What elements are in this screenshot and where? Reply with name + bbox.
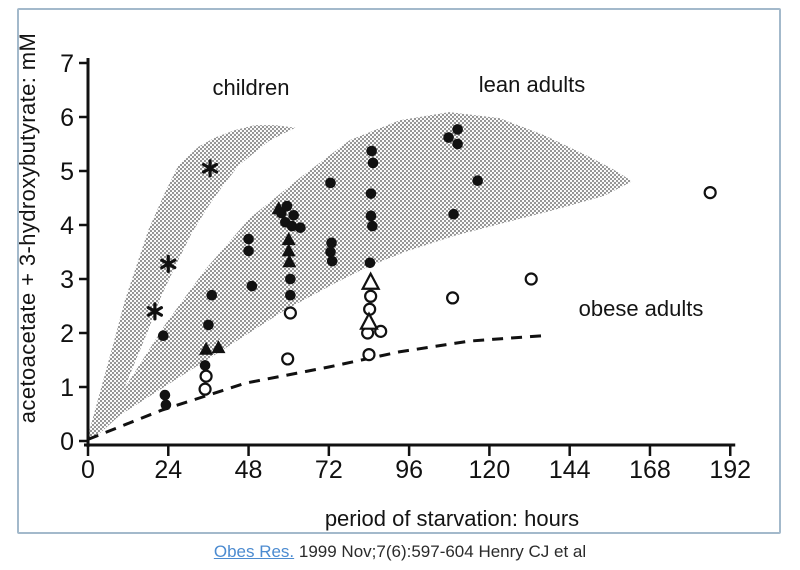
region-label-lean-adults: lean adults bbox=[478, 72, 586, 97]
y-tick-label: 1 bbox=[60, 374, 74, 402]
asterisk-marker bbox=[201, 159, 219, 178]
filled-circle-marker bbox=[452, 124, 463, 135]
filled-circle-marker bbox=[159, 389, 171, 401]
open-circle-marker bbox=[281, 352, 295, 366]
y-tick-label: 0 bbox=[60, 428, 74, 456]
filled-triangle-marker bbox=[282, 254, 297, 268]
filled-circle-marker bbox=[365, 210, 377, 222]
filled-circle-marker bbox=[367, 220, 378, 232]
y-tick-label: 2 bbox=[60, 320, 74, 348]
filled-circle-marker bbox=[243, 245, 254, 257]
x-tick-label: 192 bbox=[709, 456, 751, 484]
filled-triangle-marker bbox=[271, 201, 286, 215]
x-tick-label: 72 bbox=[315, 456, 343, 484]
y-tick-label: 7 bbox=[60, 50, 74, 78]
filled-circle-marker bbox=[325, 177, 336, 189]
filled-circle-marker bbox=[281, 200, 293, 212]
region-label-children: children bbox=[212, 75, 290, 100]
y-axis-title: acetoacetate + 3-hydroxybutyrate: mM bbox=[15, 32, 40, 424]
x-tick-label: 144 bbox=[549, 456, 591, 484]
citation-text: 1999 Nov;7(6):597-604 Henry CJ et al bbox=[294, 542, 587, 561]
x-tick-label: 120 bbox=[469, 456, 511, 484]
open-circle-marker bbox=[362, 348, 376, 362]
children-band-region bbox=[88, 125, 296, 437]
filled-circle-marker bbox=[325, 246, 336, 258]
filled-circle-marker bbox=[443, 132, 454, 143]
filled-circle-marker bbox=[286, 220, 298, 232]
x-tick-label: 0 bbox=[81, 456, 95, 484]
asterisk-marker bbox=[160, 254, 177, 273]
x-axis-title: period of starvation: hours bbox=[324, 506, 580, 531]
filled-circle-marker bbox=[472, 175, 483, 187]
filled-circle-marker bbox=[367, 157, 379, 169]
filled-circle-marker bbox=[448, 208, 459, 220]
filled-circle-marker bbox=[246, 280, 258, 292]
filled-triangle-marker bbox=[281, 243, 296, 257]
filled-circle-marker bbox=[203, 319, 214, 331]
open-circle-marker bbox=[703, 186, 717, 200]
filled-circle-marker bbox=[157, 330, 169, 342]
filled-circle-marker bbox=[364, 257, 376, 269]
filled-circle-marker bbox=[288, 209, 300, 221]
open-circle-marker bbox=[446, 291, 460, 305]
filled-circle-marker bbox=[365, 188, 377, 199]
filled-circle-marker bbox=[326, 255, 338, 267]
y-tick-label: 5 bbox=[60, 158, 74, 186]
open-circle-marker bbox=[199, 369, 213, 383]
lean-adults-band-region bbox=[88, 112, 633, 439]
y-tick-label: 3 bbox=[60, 266, 74, 294]
y-tick-label: 4 bbox=[60, 212, 74, 240]
filled-circle-marker bbox=[206, 289, 218, 301]
asterisk-marker bbox=[146, 302, 163, 321]
open-triangle-marker bbox=[360, 271, 381, 290]
filled-circle-marker bbox=[295, 222, 306, 233]
filled-triangle-marker bbox=[199, 341, 214, 355]
x-tick-label: 48 bbox=[235, 456, 263, 484]
citation: Obes Res. 1999 Nov;7(6):597-604 Henry CJ… bbox=[0, 542, 800, 562]
open-circle-marker bbox=[364, 289, 378, 303]
open-circle-marker bbox=[524, 272, 538, 286]
x-tick-label: 24 bbox=[154, 456, 182, 484]
filled-circle-marker bbox=[366, 145, 377, 157]
filled-circle-marker bbox=[243, 233, 254, 245]
x-tick-label: 168 bbox=[629, 456, 671, 484]
filled-triangle-marker bbox=[211, 340, 226, 354]
filled-circle-marker bbox=[199, 360, 211, 371]
filled-circle-marker bbox=[285, 273, 296, 285]
filled-circle-marker bbox=[326, 237, 337, 249]
obese-dashed-line bbox=[87, 334, 544, 441]
filled-circle-marker bbox=[160, 399, 172, 411]
open-circle-marker bbox=[283, 306, 297, 320]
open-triangle-marker bbox=[359, 311, 379, 330]
x-tick-label: 96 bbox=[395, 456, 423, 484]
citation-link[interactable]: Obes Res. bbox=[213, 542, 295, 561]
filled-circle-marker bbox=[452, 138, 463, 150]
y-tick-label: 6 bbox=[60, 104, 74, 132]
region-label-obese-adults: obese adults bbox=[578, 296, 704, 321]
filled-triangle-marker bbox=[281, 232, 296, 246]
filled-circle-marker bbox=[285, 289, 296, 301]
open-circle-marker bbox=[198, 382, 212, 396]
